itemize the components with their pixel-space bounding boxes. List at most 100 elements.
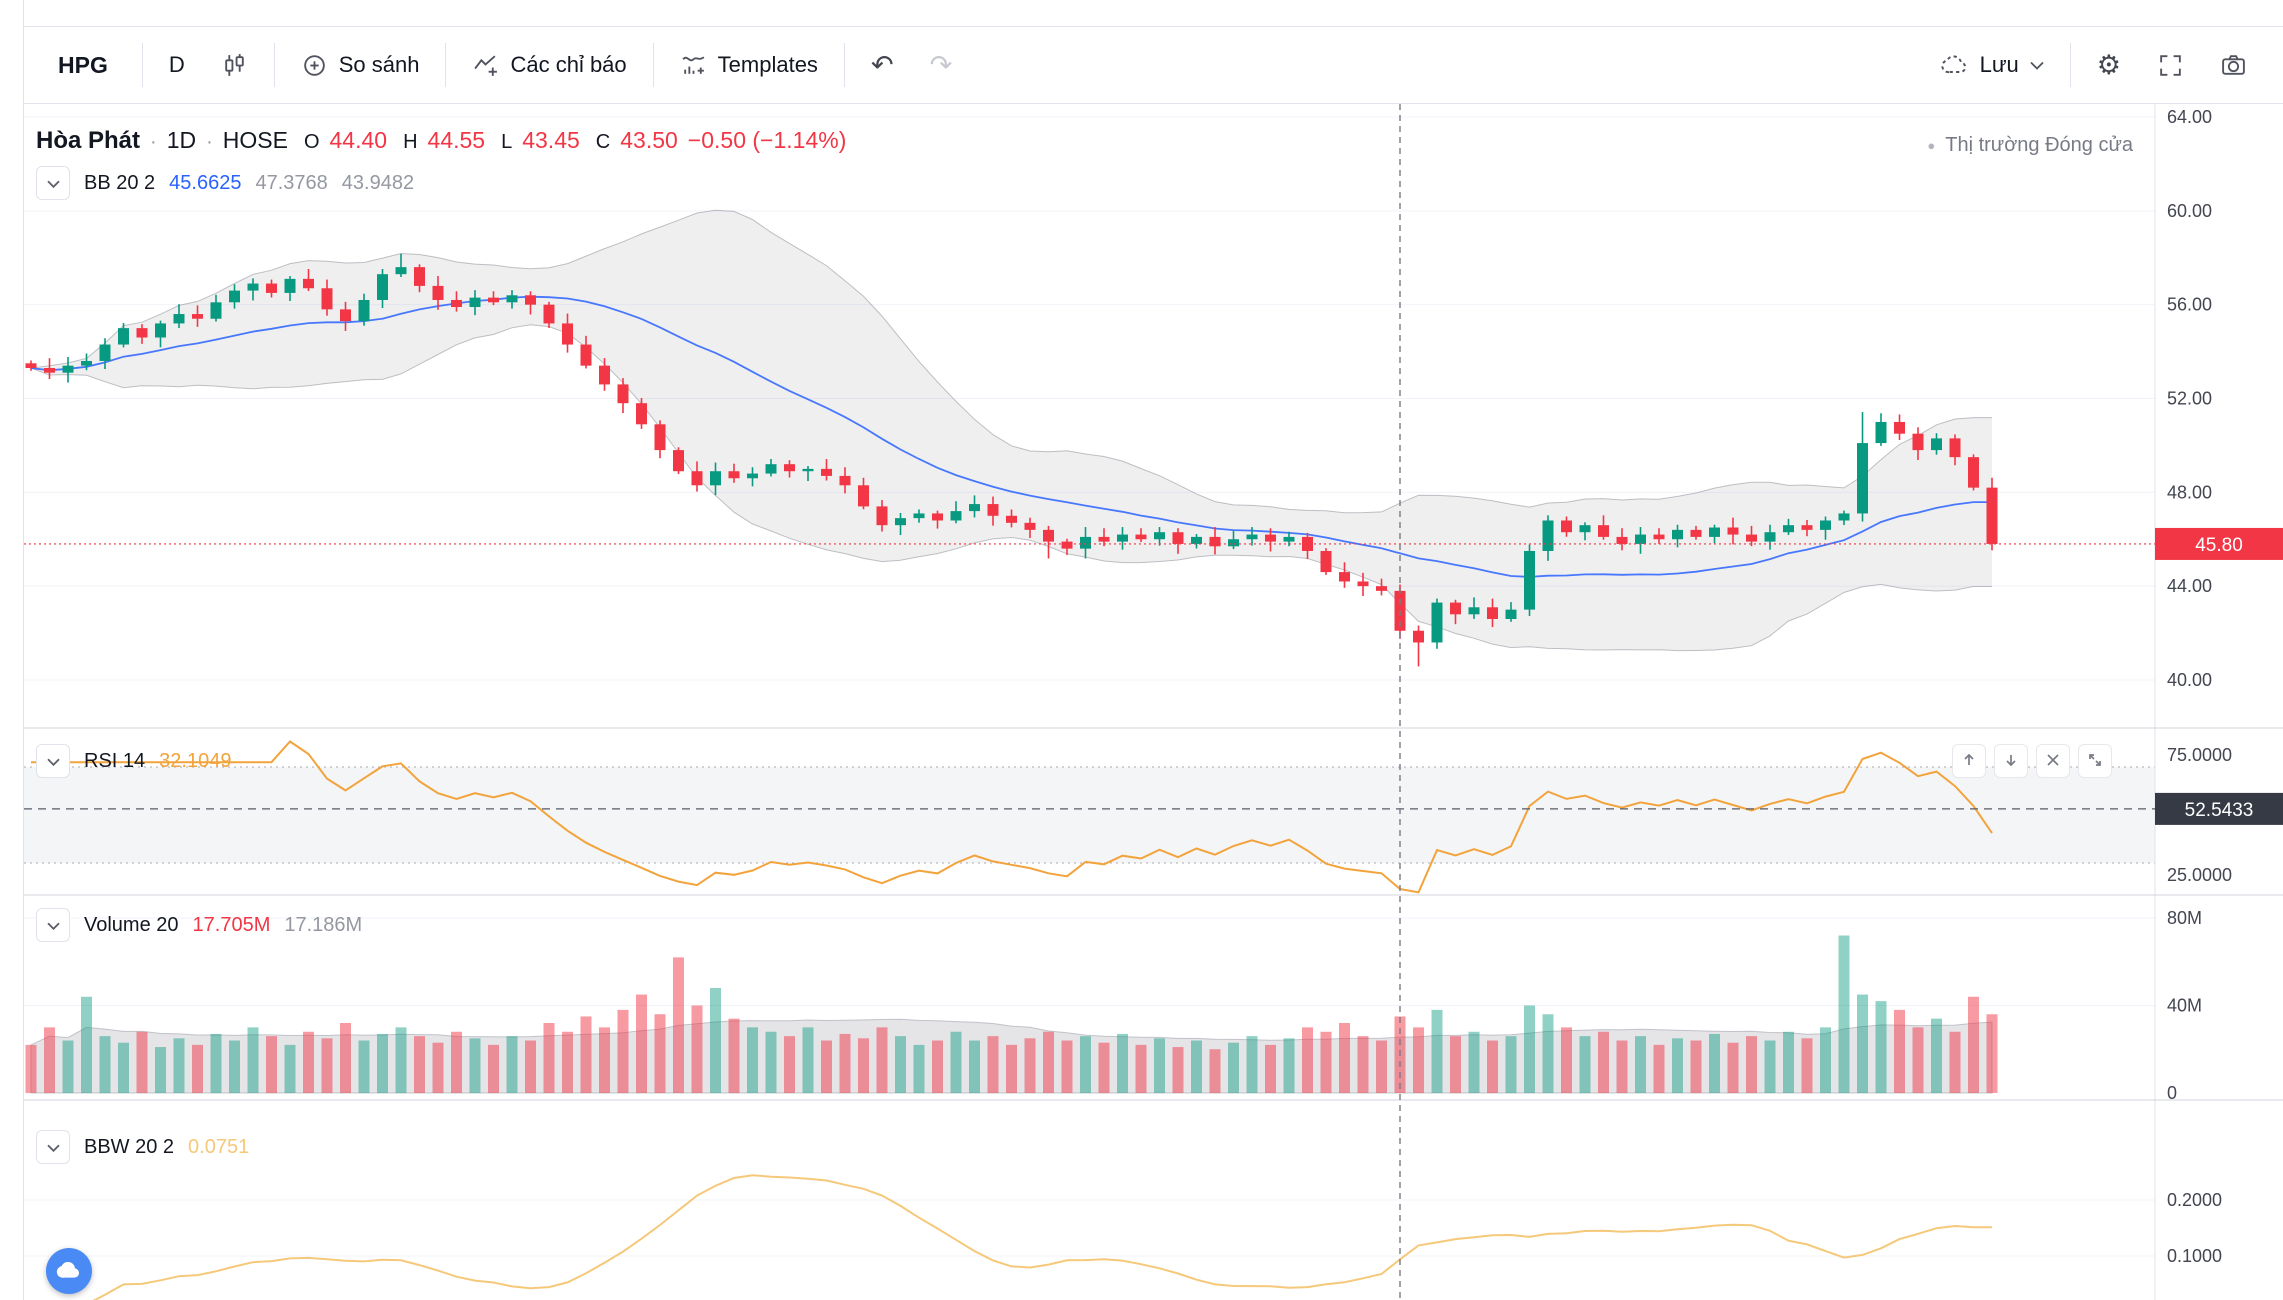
close-icon — [2046, 753, 2060, 770]
market-status-dot-icon: ● — [1927, 138, 1936, 153]
candles-layer — [25, 253, 1998, 667]
interval-button[interactable]: D — [153, 37, 201, 93]
pane-close-button[interactable] — [2036, 744, 2070, 778]
svg-text:45.80: 45.80 — [2195, 535, 2243, 556]
undo-icon: ↶ — [870, 49, 894, 81]
pane-move-up-button[interactable] — [1952, 744, 1986, 778]
rsi-pane-controls — [1952, 744, 2112, 778]
svg-text:60.00: 60.00 — [2167, 201, 2212, 221]
toolbar-left-group: HPG D So — [34, 37, 968, 93]
bollinger-band-layer — [30, 209, 1992, 652]
cloud-icon — [55, 1257, 83, 1286]
ohlc-close-label: C — [595, 131, 611, 153]
svg-text:75.0000: 75.0000 — [2167, 745, 2232, 765]
rsi-indicator-name[interactable]: RSI 14 — [84, 749, 146, 772]
bbw-indicator-name[interactable]: BBW 20 2 — [84, 1135, 175, 1158]
screenshot-button[interactable] — [2204, 37, 2263, 93]
fullscreen-button[interactable] — [2141, 37, 2200, 93]
indicators-label: Các chỉ báo — [510, 52, 627, 77]
svg-text:52.00: 52.00 — [2167, 389, 2212, 409]
bb-basis-value: 45.6625 — [169, 171, 242, 194]
toolbar-separator — [652, 43, 654, 87]
svg-text:0.2000: 0.2000 — [2167, 1190, 2222, 1210]
bb-indicator-name[interactable]: BB 20 2 — [84, 171, 156, 194]
ohlc-low-label: L — [501, 131, 513, 153]
compare-button[interactable]: So sánh — [285, 37, 436, 93]
legend-collapse-button[interactable] — [36, 908, 70, 942]
svg-text:44.00: 44.00 — [2167, 576, 2212, 596]
svg-text:40.00: 40.00 — [2167, 670, 2212, 690]
chevron-down-icon — [46, 918, 60, 933]
rsi-layer — [31, 740, 1993, 894]
camera-icon — [2220, 52, 2247, 79]
left-toolbar-strip[interactable] — [0, 0, 24, 1300]
compare-label: So sánh — [338, 52, 420, 77]
cloud-sync-button[interactable] — [46, 1248, 92, 1294]
indicators-icon — [472, 52, 499, 79]
undo-button[interactable]: ↶ — [855, 37, 910, 93]
toolbar-separator — [843, 43, 845, 87]
chart-canvas[interactable]: 64.00 60.00 56.00 52.00 48.00 44.00 40.00 75.00… — [24, 104, 2283, 1300]
symbol-button[interactable]: HPG — [34, 37, 132, 93]
ohlc-close-value: 43.50 — [620, 127, 678, 153]
rsi-value: 32.1049 — [159, 749, 232, 772]
bbw-legend-row: BBW 20 2 0.0751 — [36, 1130, 249, 1164]
save-label: Lưu — [1979, 52, 2019, 77]
legend-collapse-button[interactable] — [36, 744, 70, 778]
cloud-save-icon — [1941, 51, 1969, 79]
svg-text:80M: 80M — [2167, 908, 2202, 928]
svg-text:48.00: 48.00 — [2167, 482, 2212, 502]
bbw-value: 0.0751 — [188, 1135, 250, 1158]
chevron-down-icon — [46, 176, 60, 191]
legend-collapse-button[interactable] — [36, 1130, 70, 1164]
pane-maximize-button[interactable] — [2078, 744, 2112, 778]
bb-legend-row: BB 20 2 45.6625 47.3768 43.9482 — [36, 166, 414, 200]
legend-exchange[interactable]: HOSE — [222, 127, 288, 153]
legend-interval[interactable]: 1D — [166, 127, 197, 153]
chart-style-button[interactable] — [205, 37, 264, 93]
settings-button[interactable]: ⚙ — [2081, 37, 2137, 93]
toolbar-separator — [141, 43, 143, 87]
chevron-down-icon — [2030, 61, 2044, 70]
volume-indicator-name[interactable]: Volume 20 — [84, 913, 179, 936]
svg-text:52.5433: 52.5433 — [2185, 800, 2254, 821]
save-button[interactable]: Lưu — [1925, 37, 2060, 93]
toolbar-separator — [445, 43, 447, 87]
templates-button[interactable]: Templates — [664, 37, 834, 93]
symbol-legend: Hòa Phát · 1D · HOSE O 44.40 H 44.55 L 4… — [36, 127, 846, 155]
indicators-button[interactable]: Các chỉ báo — [456, 37, 642, 93]
gear-icon: ⚙ — [2096, 49, 2121, 81]
volume-legend-row: Volume 20 17.705M 17.186M — [36, 908, 362, 942]
svg-text:0: 0 — [2167, 1083, 2177, 1103]
redo-button[interactable]: ↷ — [914, 37, 969, 93]
rsi-value-badge — [2155, 792, 2283, 825]
svg-text:0.1000: 0.1000 — [2167, 1246, 2222, 1266]
last-price-badge — [2155, 527, 2283, 560]
templates-icon — [680, 52, 707, 79]
legend-separator-dot: · — [206, 131, 213, 153]
maximize-icon — [2087, 752, 2103, 771]
bbw-layer — [92, 1174, 1992, 1300]
market-status: ● Thị trường Đóng cửa — [1927, 134, 2133, 157]
arrow-down-icon — [2003, 752, 2019, 771]
pane-move-down-button[interactable] — [1994, 744, 2028, 778]
ohlc-low-value: 43.45 — [522, 127, 580, 153]
toolbar-separator — [2069, 43, 2071, 87]
ohlc-open-label: O — [303, 131, 320, 153]
ohlc-open-value: 44.40 — [329, 127, 388, 153]
market-status-label: Thị trường Đóng cửa — [1945, 134, 2133, 156]
svg-text:56.00: 56.00 — [2167, 295, 2212, 315]
ohlc-change-value: −0.50 (−1.14%) — [687, 127, 847, 153]
interval-label: D — [168, 52, 185, 77]
plus-circle-icon — [301, 52, 328, 79]
volume-value: 17.705M — [192, 913, 271, 936]
legend-collapse-button[interactable] — [36, 166, 70, 200]
chevron-down-icon — [46, 1140, 60, 1155]
volume-layer — [25, 935, 1998, 1094]
symbol-title[interactable]: Hòa Phát — [36, 127, 141, 154]
arrow-up-icon — [1961, 752, 1977, 771]
fullscreen-icon — [2157, 52, 2184, 79]
bb-lower-value: 43.9482 — [341, 171, 415, 194]
candlestick-icon — [221, 52, 248, 79]
